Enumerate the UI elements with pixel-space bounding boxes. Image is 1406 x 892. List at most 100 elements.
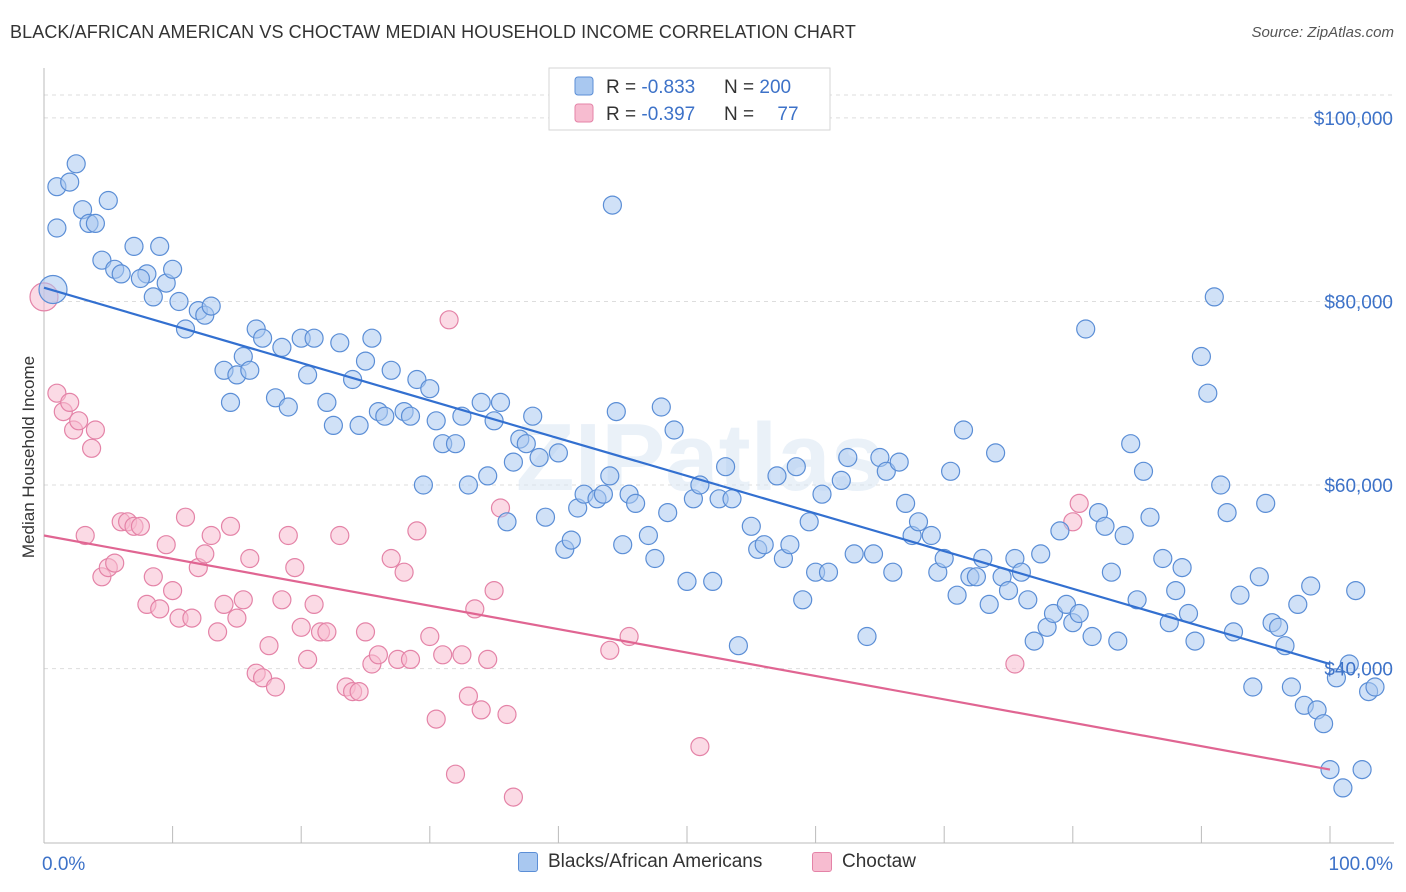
svg-text:N = 77: N = 77 [724, 104, 799, 125]
blue-point-32 [278, 397, 298, 417]
blue-point-29 [253, 328, 273, 348]
blue-point-149 [1133, 461, 1154, 481]
blue-point-91 [728, 636, 749, 656]
blue-point-1 [60, 172, 80, 192]
blue-point-158 [1198, 383, 1218, 403]
blue-point-154 [1172, 557, 1192, 578]
x-tick-label-1: 100.0% [1329, 854, 1394, 875]
blue-point-148 [1127, 590, 1147, 610]
pink-point-35 [259, 636, 279, 656]
blue-point-171 [1288, 594, 1308, 615]
blue-point-132 [1024, 631, 1044, 651]
blue-point-168 [1268, 617, 1289, 637]
svg-text:N = 200: N = 200 [724, 77, 791, 98]
blue-point-67 [548, 443, 569, 463]
y-tick-label-3: $100,000 [1314, 109, 1393, 130]
blue-point-40 [349, 415, 369, 435]
pink-point-60 [439, 310, 459, 330]
blue-point-34 [298, 365, 318, 385]
pink-point-42 [304, 594, 324, 615]
blue-point-102 [812, 484, 832, 504]
blue-point-95 [767, 466, 787, 486]
blue-point-133 [1031, 544, 1051, 564]
pink-point-44 [317, 622, 337, 642]
blue-point-173 [1301, 576, 1321, 596]
trend-lines [43, 286, 1331, 771]
blue-point-79 [638, 525, 659, 546]
pink-point-31 [233, 590, 253, 610]
legend-n-value-2: 77 [777, 104, 798, 125]
chart-title: BLACK/AFRICAN AMERICAN VS CHOCTAW MEDIAN… [10, 22, 856, 42]
blue-point-156 [1185, 631, 1205, 651]
pink-point-15 [130, 516, 150, 536]
blue-point-16 [130, 268, 150, 289]
blue-point-145 [1108, 631, 1128, 651]
pink-point-18 [150, 599, 170, 619]
legend-top: R = -0.833 N = 200 R = -0.397 N = 77 [548, 67, 831, 131]
blue-point-60 [497, 512, 517, 532]
pink-point-36 [265, 677, 286, 697]
pink-point-76 [1069, 493, 1089, 513]
blue-point-177 [1326, 668, 1347, 688]
pink-point-23 [182, 608, 202, 628]
legend-swatch-pink [574, 103, 594, 123]
blue-point-24 [220, 392, 241, 412]
pink-point-17 [143, 567, 163, 587]
blue-point-45 [381, 360, 401, 380]
blue-point-97 [780, 535, 800, 555]
pink-point-61 [445, 764, 466, 784]
pink-point-7 [81, 438, 102, 458]
legend-r-label-1: R = [606, 77, 641, 98]
blue-point-50 [420, 379, 440, 399]
blue-point-175 [1313, 714, 1334, 734]
legend-bottom-label-blacks: Blacks/African Americans [548, 851, 763, 872]
blue-point-57 [478, 466, 498, 486]
blue-point-35 [304, 328, 324, 348]
y-tick-labels: $40,000 $60,000 $80,000 $100,000 [1314, 109, 1393, 681]
pink-point-22 [175, 507, 196, 527]
pink-point-3 [60, 392, 80, 412]
blue-point-83 [664, 420, 684, 440]
pink-point-38 [278, 525, 298, 546]
blue-point-69 [561, 530, 581, 550]
blue-point-80 [645, 548, 665, 569]
blue-point-78 [625, 493, 646, 513]
blue-point-159 [1204, 287, 1224, 307]
blue-point-17 [143, 287, 163, 307]
pink-point-63 [458, 686, 478, 706]
legend-n-value-1: 200 [759, 77, 791, 98]
pink-point-40 [291, 617, 311, 637]
blue-point-66 [535, 507, 556, 527]
pink-point-45 [330, 525, 350, 546]
blue-point-7 [47, 218, 67, 238]
blue-point-116 [921, 525, 941, 546]
pink-point-11 [105, 553, 125, 573]
blue-point-65 [529, 447, 549, 468]
blue-point-150 [1140, 507, 1160, 527]
blue-point-144 [1101, 562, 1122, 582]
pink-point-26 [201, 525, 221, 546]
pink-point-58 [426, 709, 446, 729]
blue-point-15 [163, 259, 183, 279]
blue-point-84 [677, 571, 697, 592]
y-tick-label-2: $80,000 [1324, 292, 1393, 313]
blue-point-136 [1050, 521, 1070, 541]
blue-point-36 [317, 392, 337, 412]
blue-point-49 [413, 475, 433, 495]
blue-point-59 [490, 392, 511, 412]
x-tick-labels: 0.0% 100.0% [42, 854, 1393, 875]
blue-point-110 [876, 461, 896, 481]
blue-point-2 [66, 154, 86, 174]
blue-point-73 [593, 484, 614, 504]
blue-point-113 [895, 493, 916, 513]
blue-point-89 [715, 457, 736, 477]
pink-point-8 [85, 420, 106, 440]
blue-point-61 [503, 452, 524, 472]
blue-point-125 [979, 594, 999, 615]
blue-point-37 [323, 415, 343, 435]
pink-point-48 [349, 681, 369, 702]
pink-point-32 [240, 548, 260, 569]
pink-point-49 [355, 622, 376, 642]
legend-bottom-label-choctaw: Choctaw [842, 851, 916, 872]
pink-point-54 [394, 562, 414, 582]
